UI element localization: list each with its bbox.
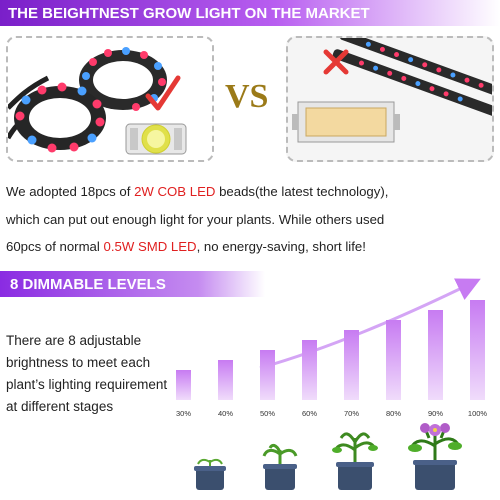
tick-label-50pct: 50% xyxy=(260,409,275,418)
x-mark-icon xyxy=(323,49,349,75)
description-line-1: We adopted 18pcs of 2W COB LED beads(the… xyxy=(6,182,496,202)
header-title: THE BEIGHTNEST GROW LIGHT ON THE MARKET xyxy=(8,4,370,22)
back-ring-leds xyxy=(82,47,166,111)
description-line-3: 60pcs of normal 0.5W SMD LED, no energy-… xyxy=(6,237,496,257)
tick-label-80pct: 80% xyxy=(386,409,401,418)
strip-1-leds xyxy=(365,41,484,88)
strip-lights-illustration xyxy=(292,38,492,143)
desc-text: which can put out enough light for your … xyxy=(6,212,385,227)
desc-text: We adopted 18pcs of xyxy=(6,184,135,199)
bar-40pct xyxy=(218,360,233,400)
check-mark-icon xyxy=(145,75,181,111)
bar-30pct xyxy=(176,370,191,400)
plant-growth-illustration xyxy=(194,423,462,490)
smd-chip xyxy=(292,101,400,143)
levels-banner: 8 DIMMABLE LEVELS xyxy=(0,271,265,297)
bar-90pct xyxy=(428,310,443,400)
tick-label-70pct: 70% xyxy=(344,409,359,418)
desc-text: beads(the latest technology), xyxy=(215,184,389,199)
chart-tick-labels: 30% 40% 50% 60% 70% 80% 90% 100% xyxy=(176,409,487,418)
desc-text: 60pcs of normal xyxy=(6,239,104,254)
tick-label-60pct: 60% xyxy=(302,409,317,418)
tick-label-100pct: 100% xyxy=(468,409,488,418)
bar-70pct xyxy=(344,330,359,400)
chart-bars xyxy=(176,300,485,400)
bar-50pct xyxy=(260,350,275,400)
brightness-level-chart: 30% 40% 50% 60% 70% 80% 90% 100% xyxy=(176,278,487,418)
tick-label-30pct: 30% xyxy=(176,409,191,418)
smd-led-highlight: 0.5W SMD LED xyxy=(103,239,197,254)
header-banner: THE BEIGHTNEST GROW LIGHT ON THE MARKET xyxy=(0,0,500,26)
cob-led-highlight: 2W COB LED xyxy=(134,184,216,199)
plant-stage-1 xyxy=(194,458,226,490)
cob-led-photo xyxy=(6,36,214,162)
desc-text: , no energy-saving, short life! xyxy=(196,239,366,254)
trend-arrow xyxy=(259,278,481,370)
plant-stage-2 xyxy=(262,443,298,490)
plant-stage-3 xyxy=(332,432,378,490)
ring-lights-illustration xyxy=(8,47,187,155)
cob-chip xyxy=(125,123,187,155)
vs-label: VS xyxy=(225,78,269,115)
smd-led-photo xyxy=(286,36,494,162)
front-ring-leds xyxy=(15,82,105,153)
tick-label-40pct: 40% xyxy=(218,409,233,418)
description-line-2: which can put out enough light for your … xyxy=(6,210,496,230)
tick-label-90pct: 90% xyxy=(428,409,443,418)
bar-80pct xyxy=(386,320,401,400)
bar-60pct xyxy=(302,340,317,400)
levels-intro-text: There are 8 adjustable brightness to mee… xyxy=(6,333,168,414)
plant-stage-4 xyxy=(408,423,462,490)
levels-banner-title: 8 DIMMABLE LEVELS xyxy=(10,275,166,293)
bar-100pct xyxy=(470,300,485,400)
strip-2-leds xyxy=(359,60,463,102)
